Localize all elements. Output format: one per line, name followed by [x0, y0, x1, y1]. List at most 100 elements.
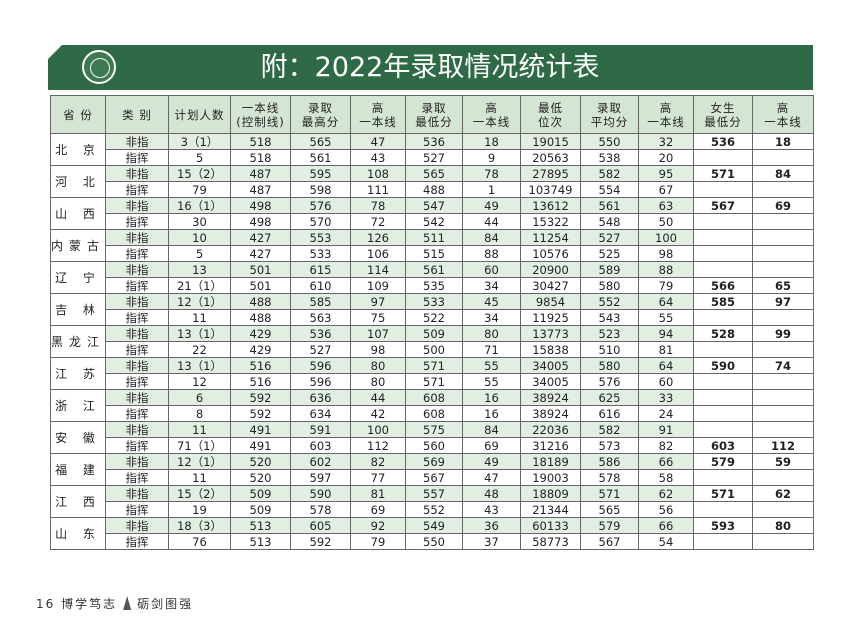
cell: 603: [290, 437, 351, 454]
cell: 27895: [520, 165, 581, 182]
cell: 579: [693, 453, 753, 470]
cell: 615: [290, 261, 351, 278]
cell: 565: [580, 501, 639, 518]
category: 指挥: [105, 213, 169, 230]
cell: 509: [230, 485, 291, 502]
cell: 11925: [520, 309, 581, 326]
cell: 58: [638, 469, 694, 486]
cell: 19003: [520, 469, 581, 486]
cell: 20: [638, 149, 694, 166]
cell: 582: [580, 165, 639, 182]
cell: 550: [405, 533, 463, 550]
table-row: 内蒙古 非指 10 427 553 126 511 84 11254 527 100: [50, 229, 814, 262]
cell: 47: [350, 133, 406, 150]
column-header: 一本线 (控制线): [230, 95, 291, 134]
footer-icon: [123, 596, 132, 610]
cell: 55: [462, 357, 521, 374]
cell: 97: [350, 293, 406, 310]
category: 指挥: [105, 501, 169, 518]
cell: 12（1）: [168, 293, 231, 310]
cell: 88: [638, 261, 694, 278]
cell: 518: [230, 149, 291, 166]
cell: 88: [462, 245, 521, 262]
category: 指挥: [105, 373, 169, 390]
cell: 603: [693, 437, 753, 454]
category: 非指: [105, 357, 169, 374]
cell: 20563: [520, 149, 581, 166]
cell: [752, 501, 814, 518]
cell: 62: [638, 485, 694, 502]
cell: 557: [405, 485, 463, 502]
cell: 586: [580, 453, 639, 470]
cell: 554: [580, 181, 639, 198]
title-bar: [48, 45, 813, 90]
cell: 528: [693, 325, 753, 342]
cell: 15838: [520, 341, 581, 358]
cell: 30427: [520, 277, 581, 294]
cell: [693, 373, 753, 390]
cell: [693, 389, 753, 406]
cell: 585: [290, 293, 351, 310]
cell: [693, 229, 753, 246]
cell: 553: [290, 229, 351, 246]
category: 指挥: [105, 149, 169, 166]
cell: 429: [230, 325, 291, 342]
page-number: 16: [36, 597, 56, 611]
cell: 548: [580, 213, 639, 230]
cell: 10: [168, 229, 231, 246]
cell: 82: [638, 437, 694, 454]
cell: 535: [405, 277, 463, 294]
cell: 126: [350, 229, 406, 246]
cell: 18: [462, 133, 521, 150]
category: 指挥: [105, 405, 169, 422]
motto: 博学笃志: [61, 597, 118, 611]
cell: 55: [638, 309, 694, 326]
cell: 491: [230, 421, 291, 438]
province: 河 北: [50, 165, 106, 198]
cell: 592: [230, 389, 291, 406]
cell: 84: [462, 421, 521, 438]
cell: 31216: [520, 437, 581, 454]
cell: [752, 309, 814, 326]
cell: 18809: [520, 485, 581, 502]
cell: 71（1）: [168, 437, 231, 454]
province: 内蒙古: [50, 229, 106, 262]
cell: 80: [350, 373, 406, 390]
cell: 15322: [520, 213, 581, 230]
cell: 15（2）: [168, 485, 231, 502]
table-row: 指挥 76 513 592 79 550 37 58773 567 54: [51, 533, 814, 550]
category: 非指: [105, 197, 169, 214]
table-row: 吉 林非指 12（1） 488 585 97 533 45 9854 552 64 585 97: [50, 293, 814, 326]
cell: 509: [405, 325, 463, 342]
category: 指挥: [105, 533, 169, 550]
cell: 511: [405, 229, 463, 246]
cell: 76: [168, 533, 231, 550]
category: 非指: [105, 133, 169, 150]
province: 江 西: [50, 485, 106, 518]
cell: 13773: [520, 325, 581, 342]
cell: 487: [230, 181, 291, 198]
column-header: 录取 平均分: [580, 95, 639, 134]
cell: 634: [290, 405, 351, 422]
cell: 48: [462, 485, 521, 502]
cell: 576: [290, 197, 351, 214]
category: 指挥: [105, 309, 169, 326]
cell: 92: [350, 517, 406, 534]
cell: [752, 389, 814, 406]
category: 指挥: [105, 437, 169, 454]
cell: 550: [580, 133, 639, 150]
cell: [693, 533, 753, 550]
cell: 60: [638, 373, 694, 390]
cell: 12: [168, 373, 231, 390]
cell: 13: [168, 261, 231, 278]
cell: [693, 261, 753, 278]
category: 指挥: [105, 341, 169, 358]
cell: 32: [638, 133, 694, 150]
cell: 47: [462, 469, 521, 486]
cell: 579: [580, 517, 639, 534]
cell: [752, 373, 814, 390]
cell: 16（1）: [168, 197, 231, 214]
motto: 砺剑图强: [137, 597, 194, 611]
cell: [752, 261, 814, 278]
cell: 62: [752, 485, 814, 502]
